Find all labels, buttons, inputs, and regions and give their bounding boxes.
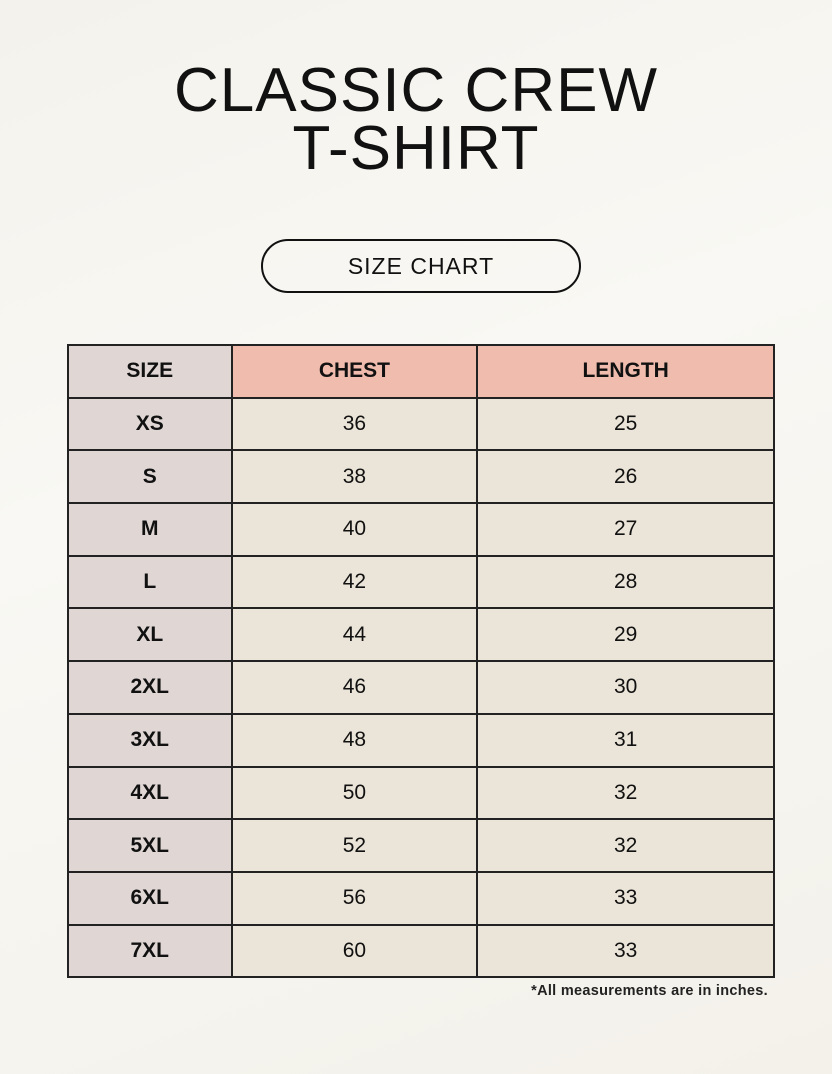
table-row: 3XL 48 31 xyxy=(67,712,775,768)
table-row: 6XL 56 33 xyxy=(67,870,775,926)
table-row: S 38 26 xyxy=(67,449,775,505)
table-row: XS 36 25 xyxy=(67,396,775,452)
table-row: 4XL 50 32 xyxy=(67,765,775,821)
size-cell: 3XL xyxy=(67,712,233,768)
size-cell: 2XL xyxy=(67,660,233,715)
chest-cell: 38 xyxy=(230,449,479,505)
size-cell: XL xyxy=(67,607,233,663)
table-row: L 42 28 xyxy=(67,554,775,610)
chest-cell: 40 xyxy=(230,502,479,557)
column-header-size: SIZE xyxy=(67,344,233,399)
length-cell: 26 xyxy=(476,449,775,505)
length-cell: 27 xyxy=(476,502,775,557)
chest-cell: 44 xyxy=(230,607,479,663)
size-cell: 4XL xyxy=(67,765,233,821)
size-cell: L xyxy=(67,554,233,610)
table-row: XL 44 29 xyxy=(67,607,775,663)
length-cell: 30 xyxy=(476,660,775,715)
chest-cell: 46 xyxy=(230,660,479,715)
length-cell: 32 xyxy=(476,818,775,873)
title-line-1: CLASSIC CREW xyxy=(174,56,658,125)
length-cell: 31 xyxy=(476,712,775,768)
chest-cell: 36 xyxy=(230,396,479,452)
length-cell: 29 xyxy=(476,607,775,663)
length-cell: 25 xyxy=(476,396,775,452)
column-header-chest: CHEST xyxy=(230,344,479,399)
chest-cell: 52 xyxy=(230,818,479,873)
footnote: *All measurements are in inches. xyxy=(531,983,768,999)
chest-cell: 48 xyxy=(230,712,479,768)
size-cell: 5XL xyxy=(67,818,233,873)
length-cell: 33 xyxy=(476,870,775,926)
size-chart-badge: SIZE CHART xyxy=(261,239,581,293)
chest-cell: 56 xyxy=(230,870,479,926)
size-table: SIZE CHEST LENGTH XS 36 25 S 38 26 M 40 27 L 42 28 XL 4… xyxy=(67,344,775,979)
page-title: CLASSIC CREW T-SHIRT xyxy=(0,56,832,183)
size-cell: 6XL xyxy=(67,870,233,926)
size-cell: XS xyxy=(67,396,233,452)
column-header-length: LENGTH xyxy=(476,344,775,399)
size-cell: 7XL xyxy=(67,923,233,979)
length-cell: 28 xyxy=(476,554,775,610)
table-row: 2XL 46 30 xyxy=(67,660,775,715)
size-cell: S xyxy=(67,449,233,505)
chest-cell: 50 xyxy=(230,765,479,821)
table-row: 5XL 52 32 xyxy=(67,818,775,873)
chest-cell: 42 xyxy=(230,554,479,610)
header-row: SIZE CHEST LENGTH xyxy=(67,344,775,399)
length-cell: 33 xyxy=(476,923,775,979)
length-cell: 32 xyxy=(476,765,775,821)
table-row: 7XL 60 33 xyxy=(67,923,775,979)
chest-cell: 60 xyxy=(230,923,479,979)
table-row: M 40 27 xyxy=(67,502,775,557)
size-cell: M xyxy=(67,502,233,557)
title-line-2: T-SHIRT xyxy=(292,114,540,183)
